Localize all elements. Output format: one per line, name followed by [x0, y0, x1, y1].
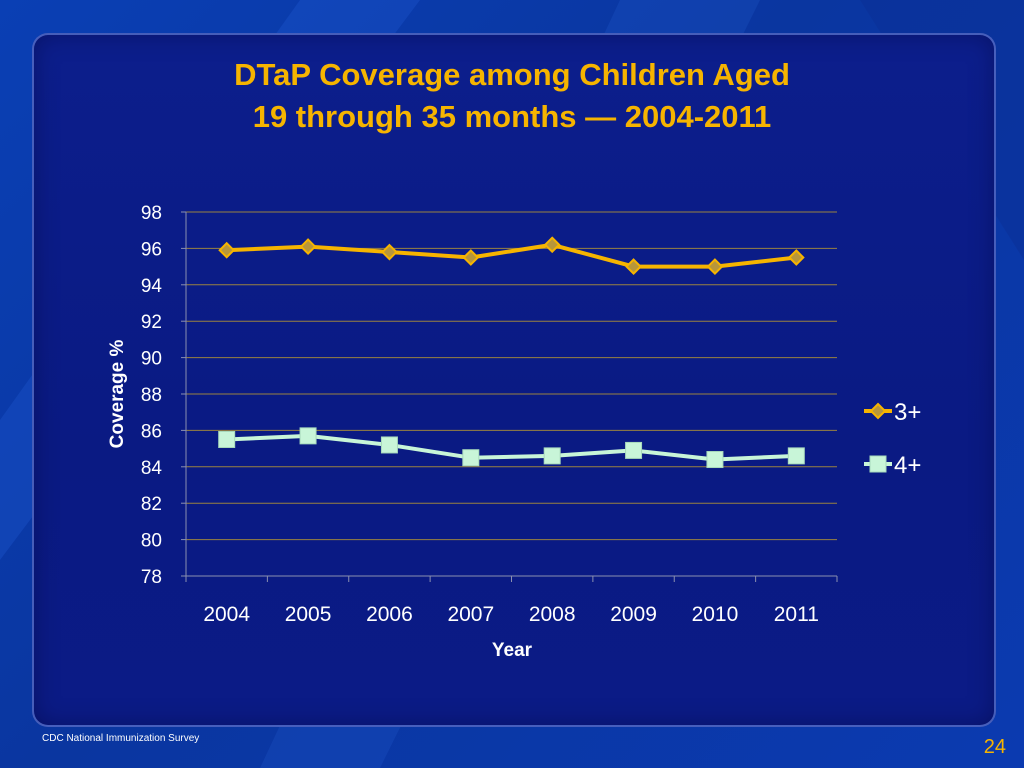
data-point-3plus: [218, 241, 236, 259]
y-tick-label: 82: [141, 494, 162, 515]
legend-label: 3+: [894, 399, 921, 426]
data-point-4plus: [625, 441, 643, 459]
series-line-4plus: [224, 433, 799, 462]
legend: 3+ 4+: [864, 399, 921, 479]
legend-marker: [869, 402, 887, 420]
x-tick-label: 2009: [610, 603, 657, 626]
x-tick-label: 2008: [529, 603, 576, 626]
y-tick-label: 78: [141, 567, 162, 588]
x-tick-label: 2005: [285, 603, 332, 626]
y-tick-label: 88: [141, 385, 162, 406]
data-point-3plus: [787, 249, 805, 266]
source-note: CDC National Immunization Survey: [42, 733, 200, 744]
data-point-4plus: [543, 447, 561, 465]
page-number: 24: [983, 736, 1006, 758]
y-tick-label: 96: [141, 239, 162, 260]
x-tick-label: 2006: [366, 603, 413, 626]
gridlines: [186, 211, 837, 541]
y-tick-label: 86: [141, 421, 162, 442]
data-point-4plus: [706, 451, 724, 469]
data-point-4plus: [218, 431, 236, 448]
data-point-3plus: [462, 249, 480, 266]
series-line-3plus: [224, 242, 799, 269]
x-axis-title: Year: [492, 640, 533, 661]
data-point-3plus: [299, 238, 317, 255]
y-tick-label: 92: [141, 312, 162, 333]
y-axis-title: Coverage %: [107, 340, 128, 449]
x-tick-label: 2010: [692, 603, 739, 626]
x-tick-label: 2004: [203, 603, 250, 626]
legend-marker: [869, 455, 887, 473]
data-point-3plus: [625, 258, 642, 276]
data-point-4plus: [787, 447, 805, 465]
axes: 78 80 82 84 86 88 90 92 94 96 98 2004 2005 2006 2007 20…: [141, 203, 838, 626]
data-point-4plus: [462, 449, 480, 467]
y-tick-label: 98: [141, 203, 162, 224]
y-tick-label: 84: [141, 458, 163, 479]
title-line-1: DTaP Coverage among Children Aged: [234, 57, 790, 92]
data-point-3plus: [543, 236, 561, 254]
title-line-2: 19 through 35 months — 2004-2011: [252, 99, 772, 134]
y-tick-label: 94: [141, 276, 163, 297]
data-point-4plus: [299, 427, 317, 445]
legend-label: 4+: [894, 452, 921, 479]
slide-title: DTaP Coverage among Children Aged 19 thr…: [0, 54, 1024, 138]
data-point-4plus: [380, 436, 398, 454]
data-point-3plus: [706, 258, 724, 276]
content-panel: [32, 33, 996, 727]
y-tick-label: 80: [141, 531, 162, 552]
x-tick-label: 2011: [774, 603, 819, 626]
data-point-3plus: [381, 243, 398, 261]
y-tick-label: 90: [141, 349, 162, 370]
x-tick-label: 2007: [447, 603, 494, 626]
series: [218, 236, 805, 469]
